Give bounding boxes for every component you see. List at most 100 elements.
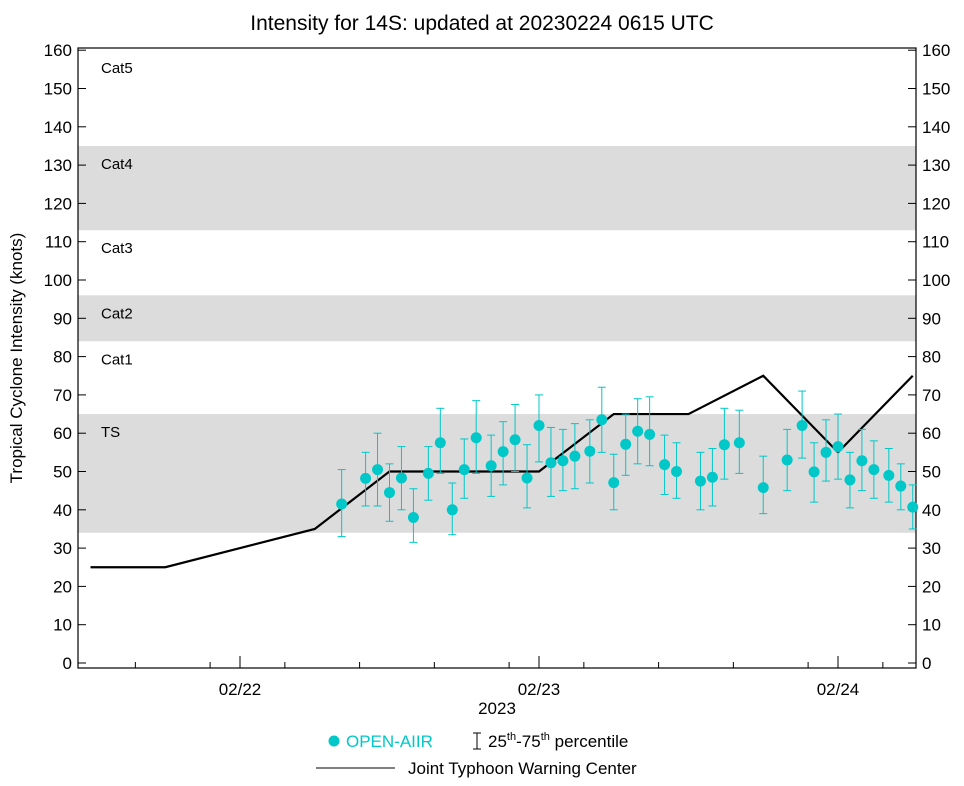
open-aiir-point-group: [808, 442, 820, 503]
open-aiir-point: [808, 466, 820, 478]
open-aiir-point-group: [384, 463, 395, 522]
x-tick-label: 02/23: [518, 680, 561, 699]
open-aiir-series: [336, 386, 919, 543]
open-aiir-point: [620, 438, 632, 450]
category-label-cat5: Cat5: [101, 60, 133, 77]
legend: OPEN-AIIR 25th-75th percentile Joint Typ…: [316, 731, 637, 778]
y-axis-label: Tropical Cyclone Intensity (knots): [7, 233, 26, 484]
open-aiir-point-group: [458, 438, 470, 499]
y-tick-label-right: 80: [922, 348, 941, 367]
open-aiir-point: [485, 460, 497, 472]
open-aiir-point-group: [659, 434, 671, 495]
open-aiir-point-group: [557, 428, 569, 492]
open-aiir-point: [545, 457, 557, 469]
open-aiir-point: [458, 464, 470, 476]
open-aiir-point: [757, 482, 769, 494]
open-aiir-point-group: [485, 434, 497, 497]
y-tick-label-left: 160: [44, 41, 72, 60]
open-aiir-point: [596, 414, 608, 426]
y-axis: 0 0 10 10 20 20 30 30 40 40 50 50 60 60 70 70 80 80 90 90 10…: [44, 41, 951, 673]
open-aiir-point-group: [844, 451, 856, 509]
y-tick-label-left: 40: [53, 501, 72, 520]
open-aiir-point: [820, 446, 832, 458]
plot-frame: [77, 47, 917, 669]
open-aiir-point: [434, 437, 446, 449]
open-aiir-point-group: [781, 428, 793, 492]
open-aiir-point-group: [422, 446, 434, 501]
open-aiir-point: [509, 434, 521, 446]
category-bands: TS Cat1 Cat2 Cat3 Cat4 Cat5: [78, 60, 916, 533]
open-aiir-point: [694, 475, 706, 487]
x-axis: 02/22 02/23 02/24: [134, 656, 884, 699]
open-aiir-point-group: [671, 442, 683, 499]
open-aiir-point: [644, 428, 656, 440]
band-ts: [78, 414, 916, 533]
open-aiir-point: [718, 439, 730, 451]
y-tick-label-left: 20: [53, 577, 72, 596]
y-tick-label-right: 120: [922, 194, 950, 213]
open-aiir-point-group: [336, 469, 348, 538]
open-aiir-point: [868, 464, 880, 476]
x-axis-label: 2023: [478, 699, 516, 718]
y-tick-label-right: 110: [922, 233, 949, 252]
open-aiir-point: [336, 498, 348, 510]
open-aiir-point-group: [584, 419, 596, 484]
y-tick-label-left: 80: [53, 348, 72, 367]
open-aiir-point: [832, 441, 844, 453]
open-aiir-point-group: [497, 421, 509, 486]
open-aiir-point: [521, 472, 533, 484]
y-tick-label-left: 30: [53, 539, 72, 558]
open-aiir-point-group: [596, 386, 608, 453]
open-aiir-point-group: [733, 409, 745, 474]
open-aiir-point-group: [407, 488, 419, 543]
open-aiir-point: [569, 450, 581, 462]
open-aiir-point: [706, 471, 718, 483]
jtwc-line: [90, 374, 914, 569]
band-cat2: [78, 295, 916, 342]
y-tick-label-right: 130: [922, 156, 950, 175]
open-aiir-point: [659, 459, 671, 471]
legend-percentile-label: 25th-75th percentile: [488, 731, 628, 751]
open-aiir-point: [883, 469, 895, 481]
open-aiir-point: [796, 420, 808, 432]
y-tick-label-right: 90: [922, 309, 941, 328]
open-aiir-point-group: [883, 448, 895, 503]
open-aiir-point-group: [895, 463, 907, 511]
category-label-cat2: Cat2: [101, 305, 133, 322]
open-aiir-point: [372, 464, 384, 476]
x-tick-label: 02/22: [219, 680, 262, 699]
open-aiir-point: [422, 467, 434, 479]
open-aiir-point-group: [694, 451, 706, 511]
legend-open-aiir-label: OPEN-AIIR: [346, 732, 433, 751]
y-tick-label-right: 60: [922, 424, 941, 443]
y-tick-label-left: 130: [44, 156, 72, 175]
y-tick-label-right: 150: [922, 80, 950, 99]
open-aiir-point-group: [868, 440, 880, 499]
legend-errorbar-icon: [473, 732, 481, 750]
chart-title: Intensity for 14S: updated at 20230224 0…: [250, 12, 714, 35]
open-aiir-point: [407, 511, 419, 523]
open-aiir-point: [907, 501, 919, 513]
open-aiir-point-group: [718, 407, 730, 480]
open-aiir-point: [733, 437, 745, 449]
y-tick-label-right: 50: [922, 463, 941, 482]
open-aiir-point-group: [832, 413, 844, 480]
open-aiir-point-group: [820, 419, 832, 482]
open-aiir-point-group: [608, 453, 620, 511]
open-aiir-point-group: [509, 403, 521, 472]
jtwc-line-series: [90, 374, 914, 569]
y-tick-label-left: 100: [44, 271, 72, 290]
open-aiir-point-group: [796, 390, 808, 459]
open-aiir-point-group: [434, 407, 446, 474]
open-aiir-point: [856, 455, 868, 467]
open-aiir-point-group: [757, 455, 769, 515]
open-aiir-point-group: [533, 394, 545, 463]
y-tick-label-left: 60: [53, 424, 72, 443]
open-aiir-point: [360, 472, 372, 484]
open-aiir-point: [632, 425, 644, 437]
legend-open-aiir-marker: [328, 735, 340, 747]
open-aiir-point: [608, 477, 620, 489]
y-tick-label-left: 0: [63, 654, 72, 673]
open-aiir-point: [671, 466, 683, 477]
category-label-ts: TS: [101, 424, 120, 441]
